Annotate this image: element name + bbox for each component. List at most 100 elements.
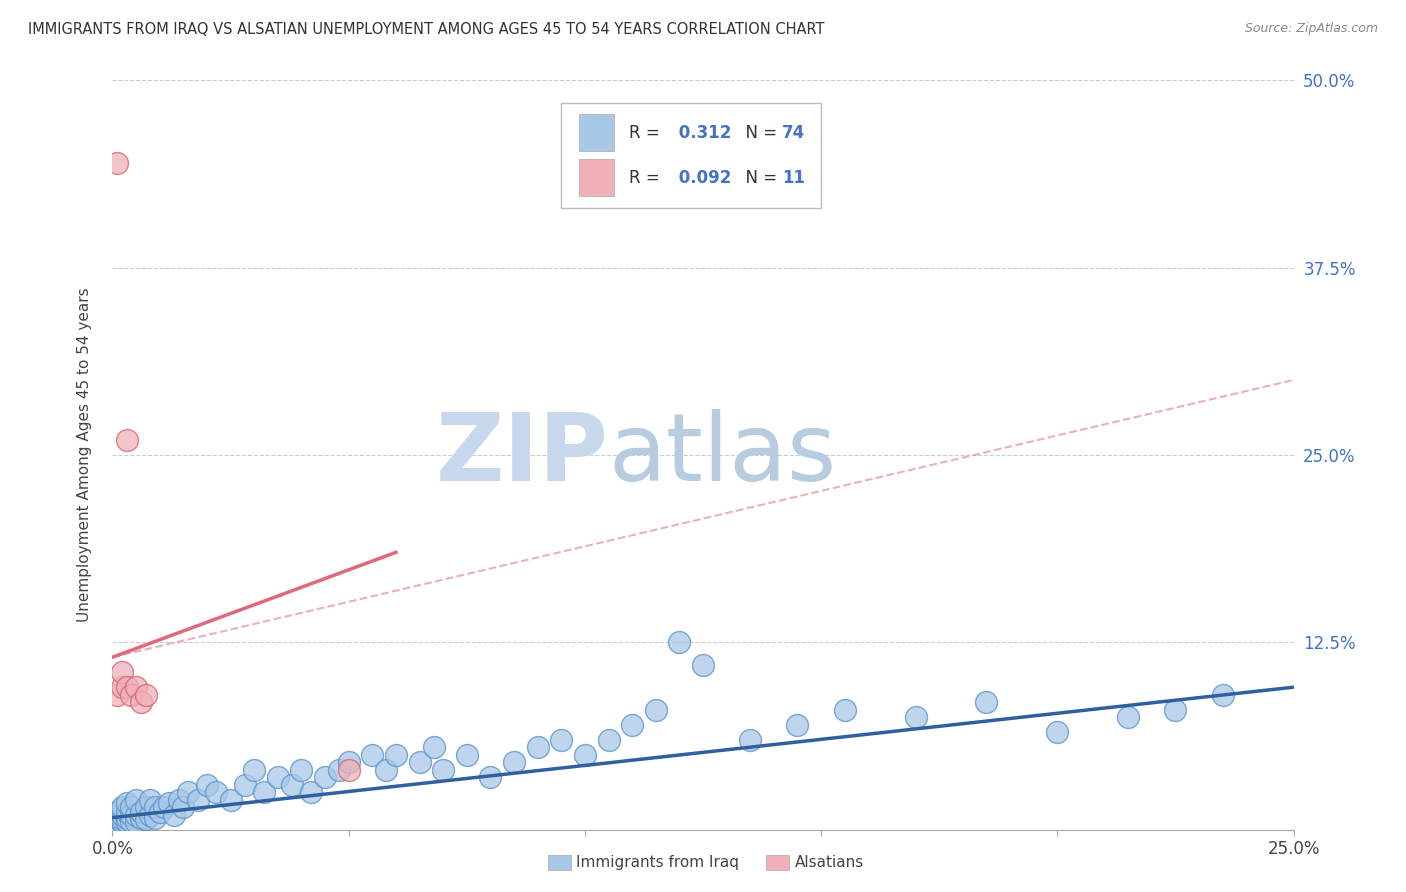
- Text: Alsatians: Alsatians: [794, 855, 863, 870]
- Point: [1046, 725, 1069, 739]
- Point: [574, 747, 596, 762]
- Text: Immigrants from Iraq: Immigrants from Iraq: [576, 855, 740, 870]
- Point: [422, 740, 444, 755]
- Point: [135, 812, 157, 826]
- Point: [503, 755, 526, 769]
- Point: [740, 732, 762, 747]
- Point: [526, 740, 548, 755]
- Point: [219, 792, 242, 806]
- Point: [186, 792, 208, 806]
- Point: [120, 814, 142, 828]
- Point: [337, 763, 360, 777]
- Point: [105, 815, 128, 830]
- Point: [105, 688, 128, 702]
- Text: N =: N =: [735, 124, 782, 142]
- Point: [125, 680, 148, 694]
- Point: [299, 785, 322, 799]
- Point: [149, 805, 172, 819]
- Point: [385, 747, 408, 762]
- Text: 0.312: 0.312: [673, 124, 733, 142]
- Point: [976, 695, 998, 709]
- Point: [904, 710, 927, 724]
- Point: [111, 803, 134, 817]
- FancyBboxPatch shape: [579, 159, 614, 196]
- Point: [314, 770, 336, 784]
- Point: [105, 807, 128, 822]
- Point: [143, 800, 166, 814]
- Point: [281, 778, 304, 792]
- Point: [129, 811, 152, 825]
- Text: Source: ZipAtlas.com: Source: ZipAtlas.com: [1244, 22, 1378, 36]
- Point: [167, 792, 190, 806]
- Point: [157, 796, 180, 810]
- FancyBboxPatch shape: [561, 103, 821, 208]
- FancyBboxPatch shape: [579, 114, 614, 152]
- Point: [290, 763, 312, 777]
- Point: [139, 807, 162, 822]
- Point: [1212, 688, 1234, 702]
- Point: [375, 763, 398, 777]
- Point: [172, 800, 194, 814]
- Point: [105, 155, 128, 169]
- Point: [328, 763, 350, 777]
- Text: ZIP: ZIP: [436, 409, 609, 501]
- Point: [105, 811, 128, 825]
- Point: [786, 717, 808, 731]
- Point: [598, 732, 620, 747]
- Point: [456, 747, 478, 762]
- Point: [115, 680, 138, 694]
- Point: [105, 805, 128, 819]
- Point: [1116, 710, 1139, 724]
- Y-axis label: Unemployment Among Ages 45 to 54 years: Unemployment Among Ages 45 to 54 years: [77, 287, 91, 623]
- Point: [668, 635, 690, 649]
- Point: [115, 433, 138, 447]
- Point: [243, 763, 266, 777]
- Point: [111, 807, 134, 822]
- Text: N =: N =: [735, 169, 782, 186]
- Point: [644, 703, 666, 717]
- Point: [125, 792, 148, 806]
- Point: [115, 805, 138, 819]
- Point: [129, 805, 152, 819]
- Point: [432, 763, 454, 777]
- Point: [153, 800, 176, 814]
- Point: [550, 732, 572, 747]
- Point: [115, 796, 138, 810]
- Text: R =: R =: [628, 124, 665, 142]
- Point: [205, 785, 228, 799]
- Text: 11: 11: [782, 169, 806, 186]
- Point: [163, 807, 186, 822]
- Point: [111, 680, 134, 694]
- Text: 0.092: 0.092: [673, 169, 733, 186]
- Point: [135, 800, 157, 814]
- Point: [115, 811, 138, 825]
- Point: [834, 703, 856, 717]
- Point: [125, 815, 148, 830]
- Point: [115, 815, 138, 830]
- Point: [125, 807, 148, 822]
- Text: atlas: atlas: [609, 409, 837, 501]
- Point: [253, 785, 276, 799]
- Point: [120, 688, 142, 702]
- Text: 74: 74: [782, 124, 806, 142]
- Point: [111, 812, 134, 826]
- Point: [139, 792, 162, 806]
- Point: [408, 755, 430, 769]
- Point: [111, 800, 134, 814]
- Point: [361, 747, 384, 762]
- Point: [267, 770, 290, 784]
- Point: [120, 800, 142, 814]
- Point: [120, 807, 142, 822]
- Text: IMMIGRANTS FROM IRAQ VS ALSATIAN UNEMPLOYMENT AMONG AGES 45 TO 54 YEARS CORRELAT: IMMIGRANTS FROM IRAQ VS ALSATIAN UNEMPLO…: [28, 22, 825, 37]
- Point: [479, 770, 502, 784]
- Text: R =: R =: [628, 169, 665, 186]
- Point: [621, 717, 644, 731]
- Point: [129, 695, 152, 709]
- Point: [1164, 703, 1187, 717]
- Point: [135, 688, 157, 702]
- Point: [195, 778, 218, 792]
- Point: [177, 785, 200, 799]
- Point: [111, 815, 134, 830]
- Point: [233, 778, 256, 792]
- Point: [337, 755, 360, 769]
